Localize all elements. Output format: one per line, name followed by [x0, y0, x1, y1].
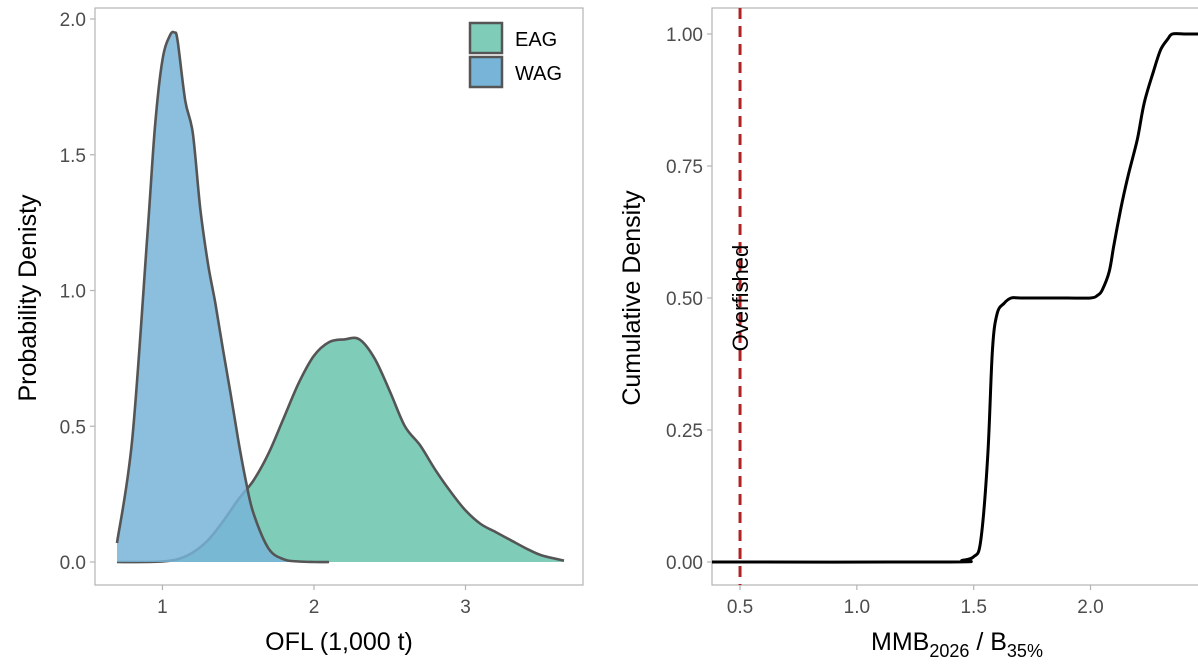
panel2-x-tick-label: 0.5: [727, 597, 753, 618]
panel1-x-tick-label: 1: [157, 597, 168, 618]
cumulative-panel: Overfished 0.00 0.25 0.50 0.75 1.00 0.5 1.0 1.…: [618, 7, 1198, 661]
panel1-y-tick-label: 1.5: [60, 146, 86, 167]
series-outline-wag: [115, 30, 330, 564]
panel1-x-axis-ticks: 1 2 3: [157, 585, 471, 618]
panel1-y-axis-ticks: 0.0 0.5 1.0 1.5 2.0: [60, 10, 95, 574]
panel2-x-axis-title: MMB2026 / B35%: [871, 628, 1043, 659]
panel2-y-tick-label: 0.25: [666, 421, 703, 442]
panel2-reference-line-group: Overfished: [728, 8, 753, 585]
cumulative-line: [711, 32, 1198, 564]
panel1-series-group: [115, 30, 565, 564]
panel1-x-axis-title: OFL (1,000 t): [265, 628, 413, 656]
legend-label-wag: WAG: [515, 63, 562, 85]
panel2-y-axis-title: Cumulative Density: [618, 190, 646, 406]
panel2-x-title-mid: / B: [969, 628, 1007, 656]
panel2-y-tick-label: 0.75: [666, 157, 703, 178]
panel2-y-tick-label: 0.00: [666, 553, 703, 574]
panel1-y-tick-label: 0.5: [60, 417, 86, 438]
panel1-y-axis-title: Probability Denisty: [14, 194, 42, 402]
panel2-series-group: [711, 32, 1198, 564]
panel2-y-tick-label: 1.00: [666, 25, 703, 46]
panel2-x-title-sub2: 35%: [1007, 641, 1043, 659]
panel1-y-tick-label: 0.0: [60, 553, 86, 574]
panel2-y-axis-ticks: 0.00 0.25 0.50 0.75 1.00: [666, 25, 712, 574]
panel2-x-tick-label: 1.5: [960, 597, 986, 618]
series-area-wag: [117, 31, 330, 563]
panel2-x-title-main: MMB: [871, 628, 929, 656]
panel2-x-title-sub1: 2026: [929, 641, 969, 659]
density-panel: 0.0 0.5 1.0 1.5 2.0 1 2 3 OFL (1,000 t) Probab…: [14, 7, 584, 656]
panel2-border: [711, 7, 1198, 586]
panel2-x-tick-label: 1.0: [844, 597, 870, 618]
panel1-y-tick-label: 2.0: [60, 10, 86, 31]
legend-label-eag: EAG: [515, 29, 557, 51]
legend: EAG WAG: [468, 21, 562, 89]
overfished-label: Overfished: [728, 245, 753, 351]
panel2-x-tick-label: 2.0: [1077, 597, 1103, 618]
series-area-eag: [117, 337, 564, 563]
legend-key-eag: [468, 21, 504, 55]
legend-key-wag: [468, 55, 504, 89]
panel2-x-axis-ticks: 0.5 1.0 1.5 2.0: [727, 585, 1104, 618]
panel1-x-tick-label: 2: [309, 597, 320, 618]
panel1-y-tick-label: 1.0: [60, 282, 86, 303]
panel2-y-tick-label: 0.50: [666, 289, 703, 310]
panel1-x-tick-label: 3: [460, 597, 471, 618]
